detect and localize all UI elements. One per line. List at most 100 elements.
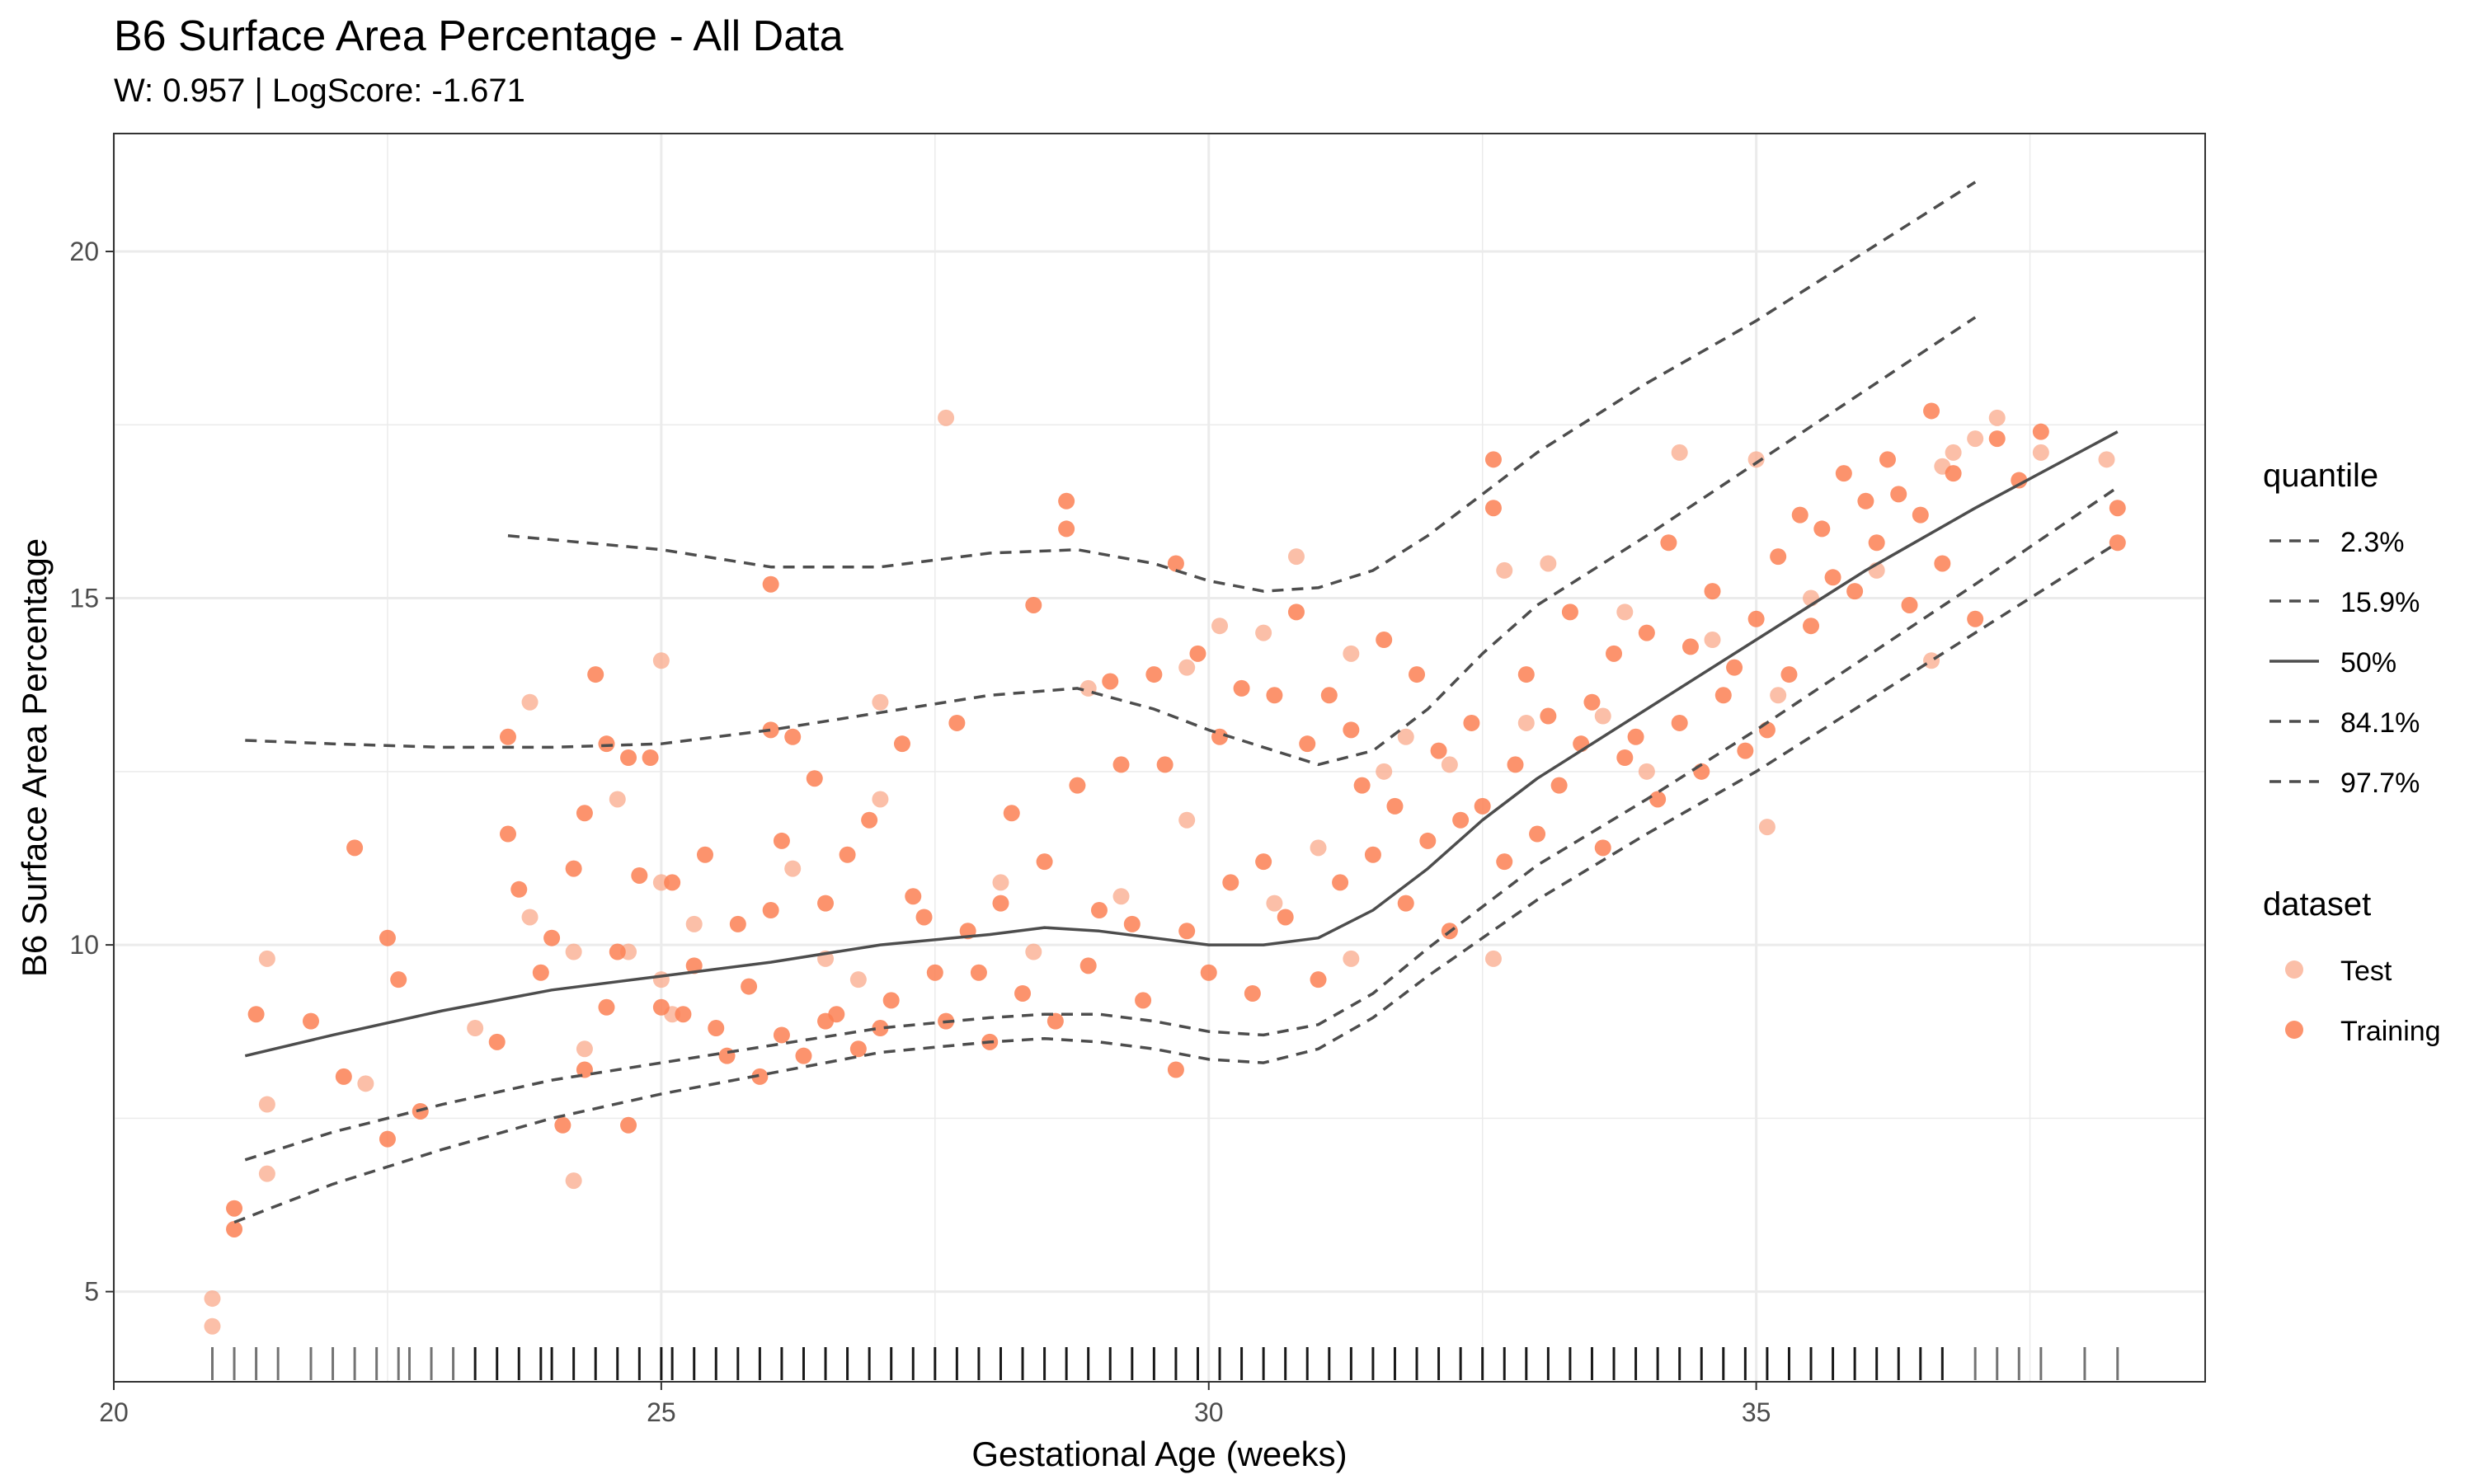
test-point — [1540, 555, 1557, 572]
training-point — [587, 666, 604, 683]
training-point — [226, 1220, 243, 1237]
training-point — [1737, 742, 1754, 759]
training-point — [1770, 548, 1787, 566]
test-point — [1255, 624, 1272, 641]
training-point — [1714, 687, 1732, 704]
training-point — [488, 1033, 506, 1050]
training-point — [675, 1006, 692, 1023]
training-point — [1868, 534, 1885, 552]
grid-lines — [112, 134, 2205, 1382]
test-point — [872, 693, 889, 711]
training-point — [1616, 749, 1634, 766]
training-point — [773, 1026, 790, 1044]
test-point — [204, 1290, 221, 1308]
training-point — [1463, 714, 1480, 731]
training-point — [1364, 846, 1381, 863]
training-point — [1058, 520, 1075, 538]
test-point — [872, 791, 889, 808]
training-point — [1474, 797, 1491, 815]
training-point — [2011, 472, 2028, 489]
training-point — [1803, 618, 1820, 635]
training-point — [1704, 583, 1721, 600]
test-point — [1988, 409, 2006, 426]
training-point — [1857, 492, 1874, 510]
quantile-curve-50pct — [244, 430, 2119, 1058]
training-point — [1058, 492, 1075, 510]
legend-quantile-label: 97.7% — [2340, 768, 2420, 799]
training-point — [1583, 693, 1601, 711]
training-point — [379, 1130, 396, 1148]
training-point — [598, 735, 615, 753]
training-point — [1540, 707, 1557, 725]
quantile-curve-97-7pct — [507, 181, 1977, 593]
training-point — [379, 929, 396, 946]
y-tick-label: 20 — [69, 237, 99, 266]
test-point — [1397, 728, 1414, 745]
test-point — [1025, 943, 1042, 960]
training-point — [970, 964, 987, 981]
test-point — [576, 1040, 593, 1058]
training-point — [1102, 673, 1119, 690]
training-point — [1835, 465, 1852, 482]
legend-dataset-key — [2285, 960, 2303, 979]
training-point — [849, 1040, 867, 1058]
test-point — [1758, 819, 1776, 836]
training-point — [1430, 742, 1447, 759]
training-point — [576, 1061, 593, 1078]
legend-dataset-label: Training — [2340, 1016, 2441, 1047]
x-tick-label: 30 — [1194, 1397, 1224, 1427]
training-point — [1167, 1061, 1184, 1078]
training-point — [1671, 714, 1688, 731]
training-point — [741, 978, 758, 995]
training-point — [1353, 777, 1371, 794]
training-point — [565, 860, 582, 877]
training-point — [1112, 756, 1130, 773]
test-point — [2032, 444, 2049, 461]
training-point — [795, 1047, 812, 1064]
training-point — [751, 1068, 769, 1085]
training-point — [576, 805, 593, 822]
test-point — [1287, 548, 1305, 566]
test-point — [1178, 811, 1196, 829]
test-point — [1178, 659, 1196, 676]
training-point — [1397, 895, 1414, 912]
test-point — [565, 943, 582, 960]
test-point — [1211, 618, 1229, 635]
training-point — [620, 749, 637, 766]
training-point — [1912, 506, 1929, 524]
test-point — [521, 693, 539, 711]
training-point — [773, 832, 790, 849]
test-point — [652, 971, 670, 989]
training-point — [872, 1020, 889, 1037]
training-point — [762, 721, 779, 739]
quantile-curve-2-3pct — [233, 541, 2119, 1224]
training-point — [510, 881, 528, 898]
training-point — [1484, 500, 1502, 517]
test-point — [357, 1075, 374, 1092]
test-point — [1704, 632, 1721, 649]
training-point — [893, 735, 910, 753]
training-point — [1376, 632, 1393, 649]
test-point — [609, 791, 626, 808]
test-point — [685, 915, 703, 932]
training-point — [1299, 735, 1316, 753]
test-point — [1496, 561, 1513, 579]
rug-marks — [210, 1347, 2119, 1380]
training-point — [1244, 984, 1261, 1002]
training-point — [817, 895, 835, 912]
training-point — [390, 971, 407, 989]
y-tick-label: 5 — [84, 1277, 99, 1307]
training-point — [915, 909, 933, 926]
training-point — [642, 749, 659, 766]
training-point — [1901, 596, 1918, 613]
training-point — [1747, 610, 1765, 627]
training-point — [1627, 728, 1644, 745]
test-point — [938, 409, 955, 426]
training-point — [247, 1006, 265, 1023]
test-point — [1671, 444, 1688, 461]
test-point — [1770, 687, 1787, 704]
training-point — [499, 728, 516, 745]
training-point — [1233, 679, 1250, 697]
training-point — [1277, 909, 1294, 926]
